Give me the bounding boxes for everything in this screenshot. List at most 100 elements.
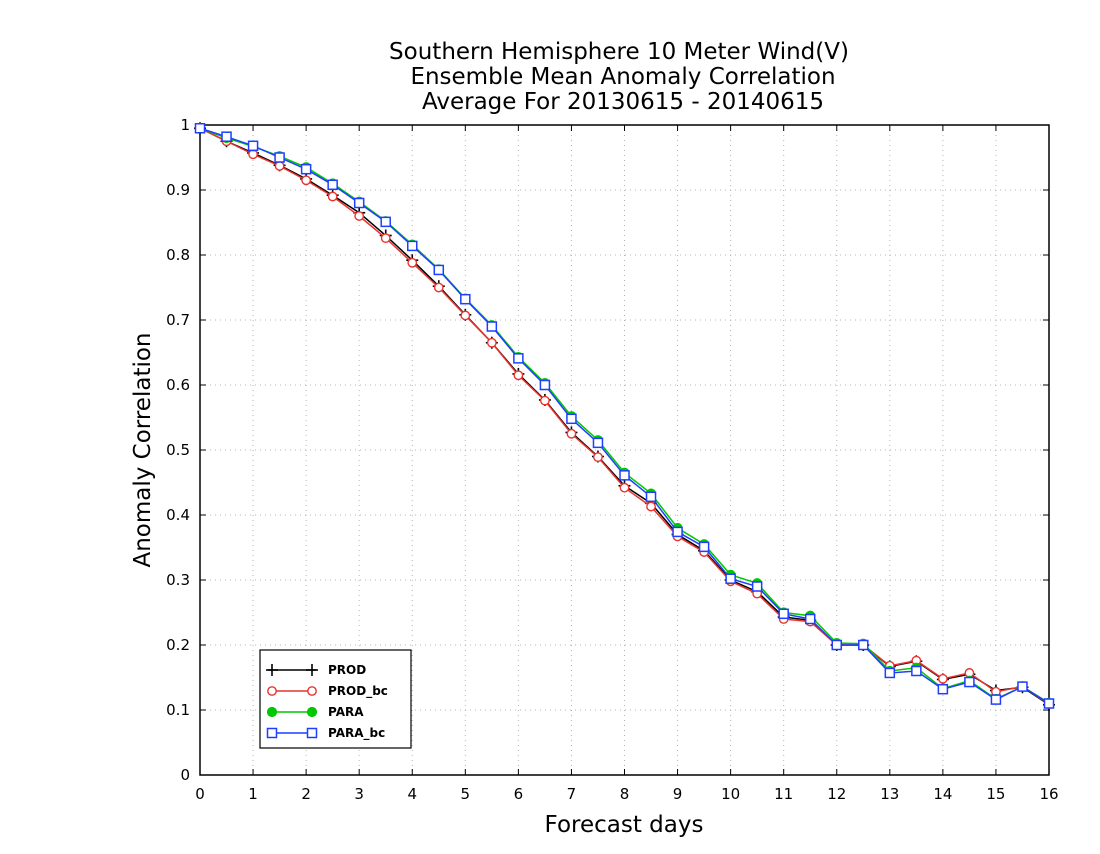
chart-title-line-3: Average For 20130615 - 20140615 [422,89,824,115]
data-point [433,264,445,276]
legend-marker [306,664,318,676]
legend-item: PROD [266,663,366,677]
legend-marker [306,706,318,718]
x-tick-label: 8 [620,785,630,803]
legend-item: PARA_bc [266,726,385,741]
y-tick-label: 0.5 [166,441,190,459]
data-point [433,282,444,293]
y-tick-label: 1 [180,116,190,134]
x-tick-label: 13 [880,785,899,803]
legend-marker [266,706,278,718]
x-tick-label: 6 [514,785,524,803]
data-point [858,639,869,651]
legend-item: PROD_bc [267,684,388,699]
data-point [645,491,657,503]
data-point [327,191,338,202]
legend-marker [266,664,278,676]
data-point [593,452,603,463]
data-point [460,310,471,321]
data-point [486,337,497,348]
x-tick-label: 0 [195,785,205,803]
legend-label: PROD [328,663,366,677]
series-group [194,122,1055,711]
legend-item: PARA [266,705,364,719]
x-tick-label: 7 [567,785,577,803]
data-point [327,179,338,191]
legend-label: PARA [328,705,364,719]
y-tick-label: 0.1 [166,701,190,719]
x-tick-label: 3 [354,785,364,803]
data-point [540,395,550,406]
data-point [300,163,312,175]
legend-marker [266,727,278,739]
data-point [831,639,842,651]
data-point [964,676,975,688]
data-point [1043,698,1055,709]
data-point [513,370,524,381]
data-point [646,501,656,512]
data-point [592,437,604,449]
grid [200,125,1049,775]
data-point [194,123,206,134]
data-point [353,197,365,209]
data-point [778,608,789,620]
x-tick-label: 1 [248,785,258,803]
x-tick-label: 11 [774,785,793,803]
y-tick-label: 0.3 [166,571,190,589]
legend-label: PROD_bc [328,684,388,699]
data-point [990,694,1002,705]
data-point [221,131,232,142]
data-point [751,581,763,592]
legend-marker [307,686,317,696]
y-tick-label: 0.8 [166,246,190,264]
data-point [380,233,391,244]
data-point [486,321,498,332]
y-tick-label: 0 [180,766,190,784]
axis-ticks: 0 1 2 3 4 5 6 7 8 9 10 11 12 13 14 15 1600.10.20.30.40.5… [166,116,1058,803]
data-point [301,175,312,186]
x-axis-label: Forecast days [545,812,704,838]
data-point [566,413,577,425]
data-point [274,152,285,163]
data-point [1017,681,1028,692]
series-line [199,127,1050,706]
series-para-bc [194,123,1055,709]
data-point [672,526,683,538]
data-point [937,673,948,684]
data-point [407,257,418,268]
data-point [698,541,710,553]
data-point [380,216,391,228]
y-tick-label: 0.4 [166,506,190,524]
x-tick-label: 10 [721,785,740,803]
chart-title-line-1: Southern Hemisphere 10 Meter Wind(V) [389,39,849,65]
x-tick-label: 5 [461,785,471,803]
x-tick-label: 12 [827,785,846,803]
data-point [460,293,471,305]
x-tick-label: 16 [1039,785,1058,803]
x-tick-label: 9 [673,785,683,803]
x-tick-label: 15 [986,785,1005,803]
data-point [884,667,896,679]
x-tick-label: 14 [933,785,952,803]
legend-marker [306,727,318,739]
data-point [911,665,922,677]
y-axis-label: Anomaly Correlation [130,332,156,567]
chart-title-line-2: Ensemble Mean Anomaly Correlation [410,64,835,90]
data-point [619,482,630,493]
data-point [513,353,524,364]
y-tick-label: 0.6 [166,376,190,394]
legend-label: PARA_bc [328,726,385,741]
y-tick-label: 0.9 [166,181,190,199]
y-tick-label: 0.7 [166,311,190,329]
data-point [274,161,285,171]
data-point [566,428,577,439]
legend-marker [267,686,277,696]
series-line [199,127,1050,705]
x-tick-label: 4 [407,785,417,803]
legend: PROD PROD_bc PARA PARA_bc [259,649,412,749]
data-point [937,683,949,695]
legend-box [259,649,412,749]
data-point [725,573,736,584]
